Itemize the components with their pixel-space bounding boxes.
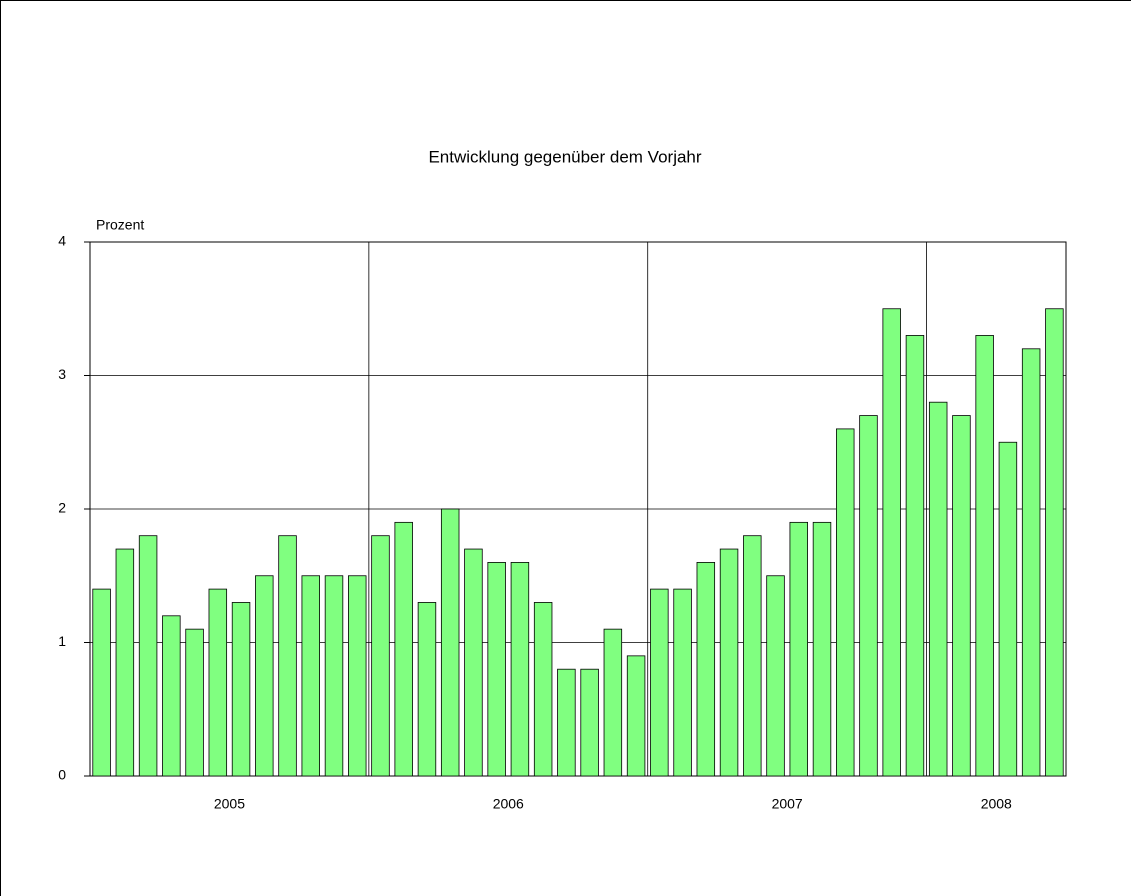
bar	[603, 628, 623, 777]
bar	[162, 615, 181, 777]
bar	[533, 602, 553, 777]
bar	[998, 441, 1018, 777]
bar	[138, 535, 158, 777]
x-group-label: 2006	[493, 796, 524, 812]
bar	[975, 335, 994, 777]
y-tick-label: 4	[58, 233, 66, 249]
bar	[673, 588, 692, 777]
bar	[1045, 308, 1064, 777]
bar	[92, 588, 111, 777]
bar	[510, 562, 530, 777]
x-group-label: 2005	[214, 796, 245, 812]
bar	[464, 548, 483, 777]
bar	[324, 575, 344, 777]
chart-title: Entwicklung gegenüber dem Vorjahr	[428, 147, 701, 166]
bar	[789, 521, 808, 777]
bar	[417, 602, 437, 777]
y-tick-label: 0	[58, 767, 66, 783]
bar	[836, 428, 855, 777]
bar	[440, 508, 460, 777]
y-axis-label: Prozent	[96, 217, 144, 233]
bar	[371, 535, 390, 777]
bar	[301, 575, 320, 777]
bar	[626, 655, 646, 777]
y-tick-label: 2	[58, 500, 66, 516]
bar	[743, 535, 762, 777]
bar	[859, 415, 878, 777]
x-group-label: 2008	[981, 796, 1012, 812]
bar	[719, 548, 739, 777]
bar	[255, 575, 274, 777]
y-tick-label: 1	[58, 633, 66, 649]
bar	[1021, 348, 1041, 777]
bar	[231, 602, 251, 777]
bar	[905, 335, 925, 777]
bar	[696, 562, 716, 777]
bar	[208, 588, 228, 777]
bar	[650, 588, 669, 777]
bar	[812, 521, 832, 777]
bar	[557, 668, 576, 777]
bar	[766, 575, 785, 777]
bar	[394, 521, 413, 777]
bar	[580, 668, 599, 777]
bar	[115, 548, 135, 777]
plot-area	[89, 241, 1067, 777]
y-tick-label: 3	[58, 366, 66, 382]
bar	[348, 575, 367, 777]
bar	[952, 415, 971, 777]
bar	[882, 308, 901, 777]
x-group-label: 2007	[772, 796, 803, 812]
bar	[185, 628, 204, 777]
bar	[928, 401, 948, 777]
bar	[487, 562, 506, 777]
bar	[278, 535, 297, 777]
